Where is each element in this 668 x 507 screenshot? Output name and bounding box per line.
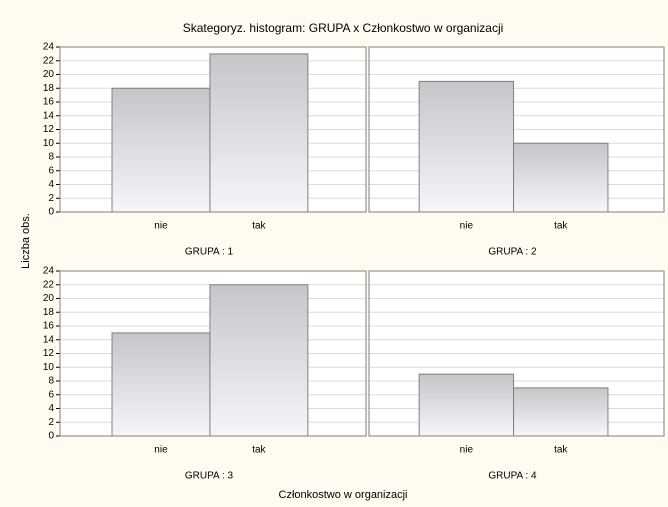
x-tick-label: nie: [154, 445, 168, 456]
y-axis-label: Liczba obs.: [20, 213, 32, 269]
y-tick-label: 8: [48, 152, 54, 163]
y-tick-label: 6: [48, 389, 54, 400]
panel-label: GRUPA : 3: [185, 471, 234, 482]
x-tick-label: tak: [554, 221, 568, 232]
bar: [513, 142, 609, 213]
y-tick-label: 14: [43, 110, 55, 121]
y-tick-label: 16: [43, 97, 55, 108]
bar: [513, 387, 609, 437]
y-tick-label: 18: [43, 83, 55, 94]
plot-border: [368, 46, 665, 213]
y-tick-label: 16: [43, 321, 55, 332]
x-tick-label: nie: [460, 445, 474, 456]
x-tick-label: nie: [154, 221, 168, 232]
y-tick-label: 12: [43, 124, 55, 135]
bar: [209, 284, 309, 437]
y-tick-label: 6: [48, 165, 54, 176]
x-tick-label: tak: [252, 445, 266, 456]
y-tick-label: 4: [48, 179, 54, 190]
y-tick-label: 4: [48, 403, 54, 414]
x-tick-label: tak: [554, 445, 568, 456]
y-tick-label: 2: [48, 193, 54, 204]
y-tick-label: 22: [43, 279, 55, 290]
panel-label: GRUPA : 1: [185, 247, 234, 258]
x-tick-label: tak: [252, 221, 266, 232]
y-tick-label: 8: [48, 376, 54, 387]
plot-border: [59, 46, 367, 213]
chart-title: Skategoryz. histogram: GRUPA x Członkost…: [183, 21, 504, 35]
bar: [111, 87, 211, 213]
y-tick-label: 14: [43, 334, 55, 345]
y-tick-label: 22: [43, 55, 55, 66]
y-tick-label: 20: [43, 69, 55, 80]
x-tick-label: nie: [460, 221, 474, 232]
y-tick-label: 2: [48, 417, 54, 428]
y-tick-label: 12: [43, 348, 55, 359]
y-tick-label: 18: [43, 307, 55, 318]
y-tick-label: 10: [43, 138, 55, 149]
bar: [209, 53, 309, 213]
bar: [418, 373, 515, 437]
bar: [418, 80, 515, 213]
y-tick-label: 24: [43, 266, 55, 277]
panel-label: GRUPA : 4: [488, 471, 537, 482]
x-axis-label: Członkostwo w organizacji: [279, 489, 408, 501]
y-tick-label: 20: [43, 293, 55, 304]
panel-label: GRUPA : 2: [488, 247, 537, 258]
y-tick-label: 10: [43, 362, 55, 373]
plot-border: [59, 270, 367, 437]
y-tick-label: 0: [48, 431, 54, 442]
y-tick-label: 0: [48, 207, 54, 218]
bar: [111, 332, 211, 437]
y-tick-label: 24: [43, 42, 55, 53]
plot-border: [368, 270, 665, 437]
